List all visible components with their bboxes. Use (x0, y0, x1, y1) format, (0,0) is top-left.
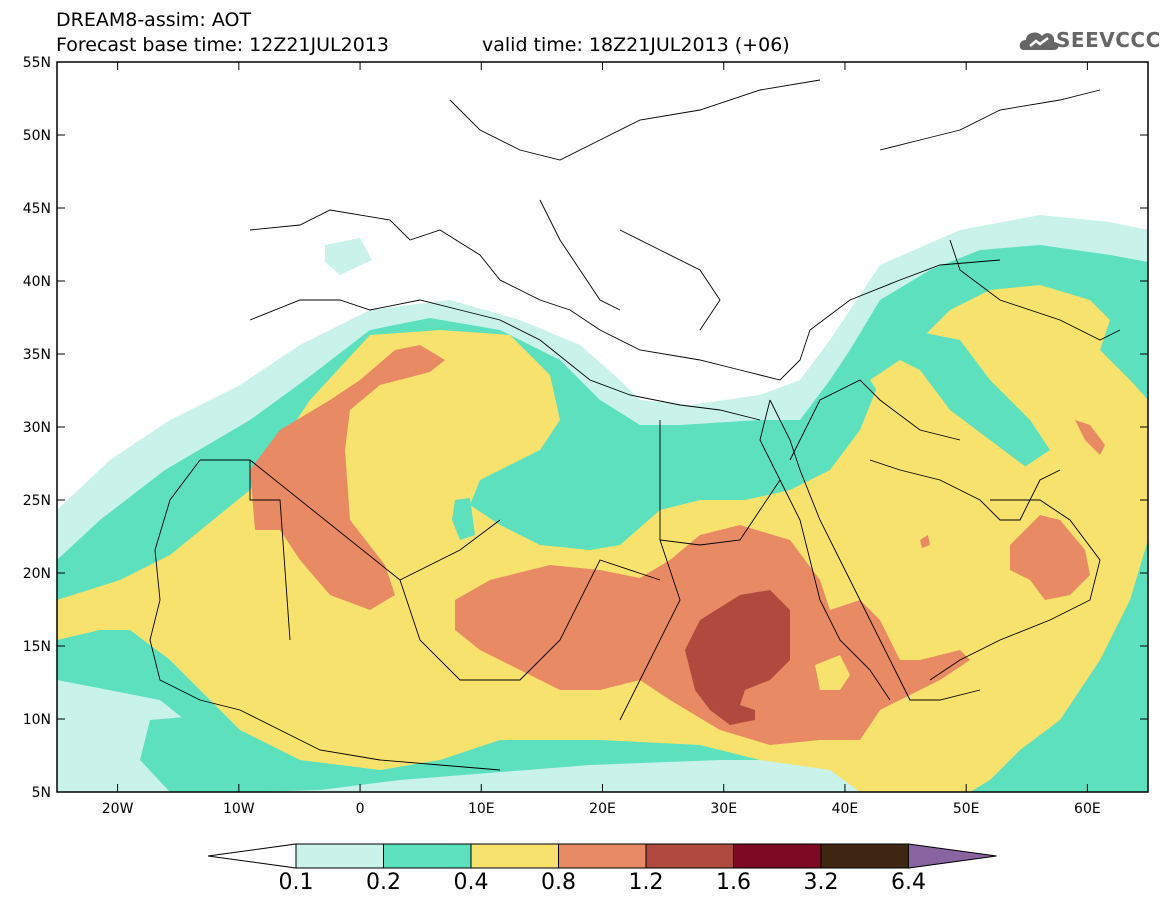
lon-axis: 20W 10W 0 10E 20E 30E 40E 50E 60E (102, 62, 1101, 817)
aot-contour-0.1-patch (325, 238, 372, 275)
logo-text: SEEVCCC (1056, 28, 1161, 52)
aot-contour-0.4-hole (815, 655, 850, 690)
cloud-logo-icon (1019, 32, 1059, 50)
colorbar-box (383, 843, 472, 869)
lon-tick-label: 60E (1074, 801, 1101, 817)
lon-tick-label: 10W (223, 801, 255, 817)
coastlines (149, 79, 1121, 771)
lat-tick-label: 50N (23, 128, 51, 144)
lon-tick-label: 10E (468, 801, 495, 817)
lon-tick-label: 50E (953, 801, 980, 817)
aot-contour-0.2-patch (140, 715, 260, 792)
colorbar-level-label: 0.8 (541, 870, 576, 895)
colorbar-box (645, 843, 734, 869)
lat-axis: 55N 50N 45N 40N 35N 30N 25N 20N 15N 10N 5N (23, 55, 1148, 801)
lat-tick-label: 15N (23, 639, 51, 655)
aot-contour-0.8-iran (1075, 420, 1105, 455)
colorbar-box (558, 843, 647, 869)
colorbar-box (820, 843, 909, 869)
colorbar-level-label: 0.1 (278, 870, 314, 895)
colorbar-level-label: 1.6 (716, 870, 751, 895)
aot-contour-0.4-iraq (870, 360, 1030, 480)
aot-contour-0.8 (250, 345, 445, 610)
lon-tick-label: 0 (356, 801, 365, 817)
colorbar-box (470, 843, 559, 869)
forecast-base-time: Forecast base time: 12Z21JUL2013 (56, 34, 389, 56)
lon-tick-label: 20E (589, 801, 616, 817)
valid-time: valid time: 18Z21JUL2013 (+06) (482, 34, 790, 56)
aot-contour-0.8-dot (920, 535, 930, 548)
colorbar-level-label: 6.4 (891, 870, 926, 895)
colorbar-box (733, 843, 822, 869)
map-title: DREAM8-assim: AOT (56, 9, 252, 31)
lat-tick-label: 40N (23, 274, 51, 290)
lat-tick-label: 10N (23, 712, 51, 728)
lon-tick-label: 20W (102, 801, 134, 817)
lat-tick-label: 45N (23, 201, 51, 217)
colorbar-level-label: 0.4 (453, 870, 489, 895)
colorbar-level-label: 1.2 (628, 870, 664, 895)
lat-tick-label: 25N (23, 493, 51, 509)
lon-tick-label: 30E (710, 801, 737, 817)
lat-tick-label: 55N (23, 55, 51, 71)
colorbar (207, 843, 997, 869)
colorbar-box (295, 843, 384, 869)
lat-tick-label: 20N (23, 566, 51, 582)
aot-contour-0.8-oman (1010, 515, 1090, 600)
lon-tick-label: 40E (832, 801, 859, 817)
lat-tick-label: 5N (32, 785, 51, 801)
lat-tick-label: 35N (23, 347, 51, 363)
lat-tick-label: 30N (23, 420, 51, 436)
colorbar-arrow-low (207, 843, 297, 869)
aot-contour-1.2 (685, 590, 790, 725)
aot-contour-0.2-chad (452, 498, 475, 540)
colorbar-level-label: 0.2 (366, 870, 401, 895)
colorbar-level-label: 3.2 (803, 870, 839, 895)
colorbar-arrow-high (908, 843, 997, 869)
